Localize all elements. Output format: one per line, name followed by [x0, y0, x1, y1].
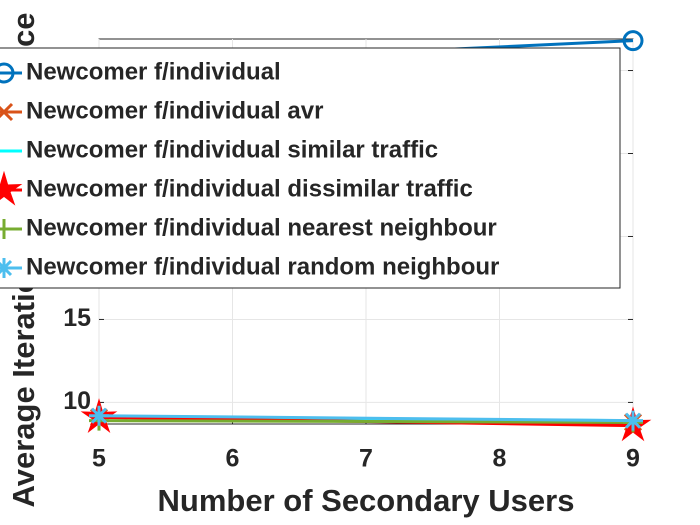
series-line [98, 414, 634, 423]
x-tick-label: 5 [92, 445, 106, 473]
series-line [98, 419, 634, 424]
legend-label: Newcomer f/individual dissimilar traffic [26, 175, 473, 202]
marker [0, 62, 15, 84]
x-tick-label: 7 [359, 445, 373, 473]
legend-label: Newcomer f/individual random neighbour [26, 253, 499, 280]
x-tick-label: 6 [226, 445, 240, 473]
y-tick-label: 10 [63, 387, 91, 415]
legend-box [0, 47, 621, 289]
marker [89, 405, 109, 426]
legend-label: Newcomer f/individual similar traffic [26, 136, 438, 163]
x-tick-label: 9 [626, 445, 640, 473]
x-tick-label: 8 [493, 445, 507, 473]
marker [0, 258, 14, 278]
legend-label: Newcomer f/individual [26, 58, 281, 85]
marker [0, 170, 23, 206]
legend-label: Newcomer f/individual avr [26, 97, 323, 124]
marker [623, 410, 643, 431]
x-axis-label: Number of Secondary Users [158, 483, 575, 518]
marker [0, 219, 14, 239]
marker [622, 30, 644, 52]
marker [0, 102, 14, 122]
legend-label: Newcomer f/individual nearest neighbour [26, 214, 497, 241]
y-tick-label: 15 [63, 304, 91, 332]
